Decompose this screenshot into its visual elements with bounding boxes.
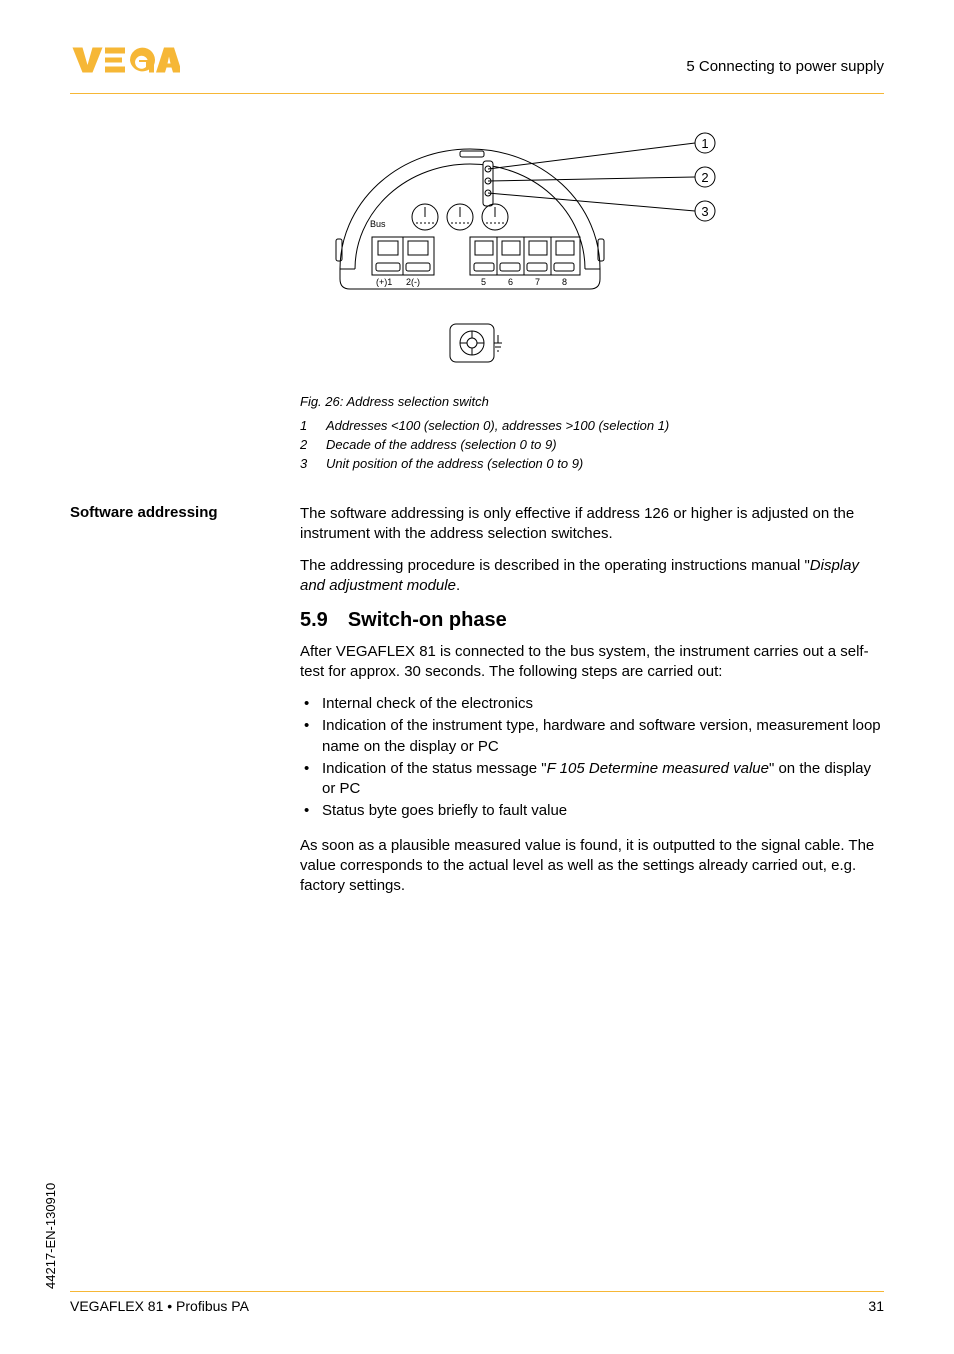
terminal-label: 8 [562,277,567,287]
legend-num: 1 [300,417,326,436]
legend-text: Decade of the address (selection 0 to 9) [326,436,557,455]
header-rule [70,93,884,94]
callout-2: 2 [701,170,708,185]
legend-text: Unit position of the address (selection … [326,455,583,474]
bullet-list: Internal check of the electronics Indica… [300,694,884,822]
list-item: Indication of the status message "F 105 … [300,759,884,800]
terminal-label: (+)1 [376,277,392,287]
document-id-vertical: 44217-EN-130910 [43,1183,58,1289]
paragraph: The software addressing is only effectiv… [300,504,884,545]
figure-legend: 1 Addresses <100 (selection 0), addresse… [300,417,884,474]
callout-3: 3 [701,204,708,219]
figure-caption: Fig. 26: Address selection switch [300,394,884,409]
callout-1: 1 [701,136,708,151]
legend-num: 3 [300,455,326,474]
legend-num: 2 [300,436,326,455]
terminal-label: 2(-) [406,277,420,287]
footer-rule [70,1291,884,1292]
figure-26: Bus (+)1 2(-) 5 6 7 8 1 2 3 [300,119,884,379]
terminal-label: 7 [535,277,540,287]
vega-logo [70,40,180,85]
bus-label: Bus [370,219,386,229]
section-heading-5-9: 5.9Switch-on phase [300,609,884,632]
page-number: 31 [868,1298,884,1314]
list-item: Indication of the instrument type, hardw… [300,716,884,757]
margin-heading-software-addressing: Software addressing [70,504,300,909]
header-section-label: 5 Connecting to power supply [686,40,884,75]
terminal-label: 5 [481,277,486,287]
paragraph: The addressing procedure is described in… [300,556,884,597]
footer-product: VEGAFLEX 81 • Profibus PA [70,1298,249,1314]
list-item: Internal check of the electronics [300,694,884,714]
list-item: Status byte goes briefly to fault value [300,801,884,821]
paragraph: After VEGAFLEX 81 is connected to the bu… [300,642,884,683]
paragraph: As soon as a plausible measured value is… [300,836,884,897]
legend-text: Addresses <100 (selection 0), addresses … [326,417,669,436]
terminal-label: 6 [508,277,513,287]
